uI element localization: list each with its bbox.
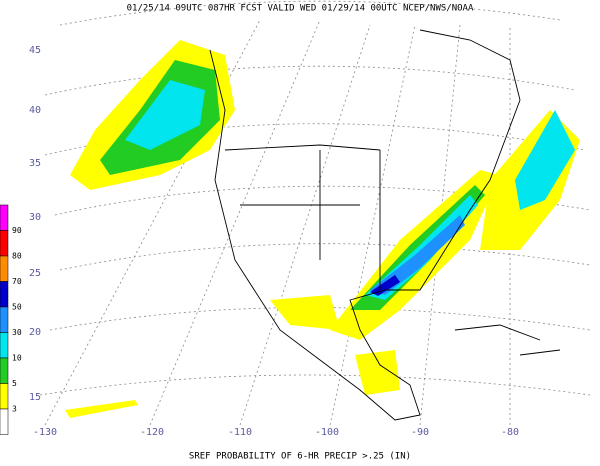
colorbar-label: 10 xyxy=(12,354,22,363)
colorbar: 90 80 70 50 30 10 5 3 xyxy=(0,204,22,435)
lat-label: 30 xyxy=(29,212,41,223)
lat-label: 40 xyxy=(29,105,41,116)
lon-label: -120 xyxy=(140,427,164,438)
colorbar-label: 50 xyxy=(12,303,22,312)
map-caption: SREF PROBABILITY OF 6-HR PRECIP >.25 (IN… xyxy=(189,452,411,462)
colorbar-label: 70 xyxy=(12,277,22,286)
lon-label: -100 xyxy=(315,427,339,438)
precip-shading xyxy=(65,40,580,418)
map-title: 01/25/14 09UTC 087HR FCST VALID WED 01/2… xyxy=(127,4,474,14)
colorbar-swatch xyxy=(0,408,9,435)
lon-label: -90 xyxy=(411,427,429,438)
colorbar-swatch xyxy=(0,255,9,282)
colorbar-swatch xyxy=(0,383,9,410)
lat-label: 20 xyxy=(29,327,41,338)
coastlines xyxy=(209,29,561,421)
colorbar-label: 3 xyxy=(12,405,17,414)
colorbar-label: 30 xyxy=(12,328,22,337)
colorbar-swatch xyxy=(0,332,9,359)
lat-label: 35 xyxy=(29,158,41,169)
colorbar-label: 90 xyxy=(12,226,22,235)
colorbar-swatch xyxy=(0,357,9,384)
colorbar-swatch xyxy=(0,306,9,333)
lat-label: 45 xyxy=(29,45,41,56)
colorbar-swatch xyxy=(0,204,9,231)
lon-label: -130 xyxy=(33,427,57,438)
colorbar-label: 80 xyxy=(12,252,22,261)
lon-label: -110 xyxy=(228,427,252,438)
lat-label: 25 xyxy=(29,268,41,279)
lat-labels: 45 40 35 30 25 20 15 xyxy=(29,45,41,403)
colorbar-swatch xyxy=(0,230,9,257)
lat-label: 15 xyxy=(29,392,41,403)
lon-labels: -130 -120 -110 -100 -90 -80 xyxy=(33,427,519,438)
colorbar-swatch xyxy=(0,281,9,308)
lon-label: -80 xyxy=(501,427,519,438)
colorbar-label: 5 xyxy=(12,379,17,388)
